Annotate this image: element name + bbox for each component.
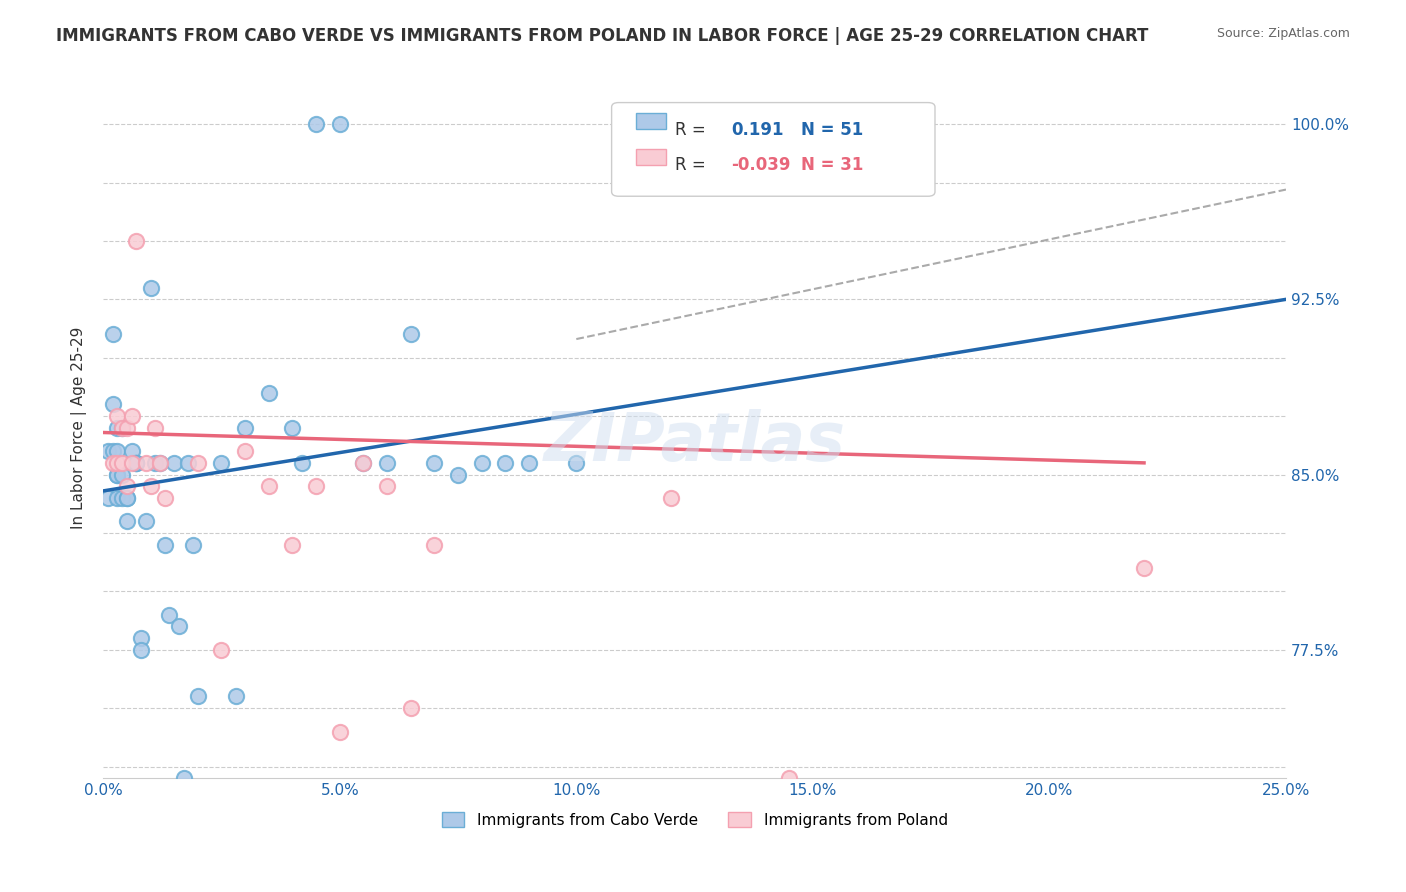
Point <box>257 385 280 400</box>
Point <box>233 421 256 435</box>
Point <box>143 456 166 470</box>
Point <box>125 456 148 470</box>
Point <box>135 456 157 470</box>
Point <box>111 421 134 435</box>
Point <box>125 456 148 470</box>
Point <box>101 444 124 458</box>
Point <box>329 724 352 739</box>
Point <box>149 456 172 470</box>
Point <box>257 479 280 493</box>
Point <box>565 456 588 470</box>
Point <box>754 117 776 131</box>
Point <box>731 117 754 131</box>
Point <box>97 444 120 458</box>
Point <box>111 456 134 470</box>
Point <box>305 117 328 131</box>
Text: R =: R = <box>675 156 706 174</box>
Point <box>167 619 190 633</box>
Point <box>97 491 120 505</box>
Point <box>111 491 134 505</box>
Text: IMMIGRANTS FROM CABO VERDE VS IMMIGRANTS FROM POLAND IN LABOR FORCE | AGE 25-29 : IMMIGRANTS FROM CABO VERDE VS IMMIGRANTS… <box>56 27 1149 45</box>
Point <box>399 327 422 342</box>
Point <box>101 327 124 342</box>
Point <box>101 456 124 470</box>
Point <box>115 491 138 505</box>
Point <box>517 456 540 470</box>
Point <box>121 456 143 470</box>
Point <box>177 456 200 470</box>
Point <box>233 444 256 458</box>
Text: Source: ZipAtlas.com: Source: ZipAtlas.com <box>1216 27 1350 40</box>
Text: N = 31: N = 31 <box>801 156 863 174</box>
Legend: Immigrants from Cabo Verde, Immigrants from Poland: Immigrants from Cabo Verde, Immigrants f… <box>436 805 953 834</box>
Point <box>375 479 398 493</box>
Point <box>225 690 247 704</box>
Point <box>211 642 233 657</box>
Point <box>173 771 195 785</box>
Point <box>153 538 176 552</box>
Point <box>107 456 129 470</box>
Point <box>115 421 138 435</box>
Point <box>139 479 162 493</box>
Point <box>115 491 138 505</box>
Point <box>471 456 494 470</box>
Point <box>305 479 328 493</box>
Point <box>494 456 516 470</box>
Text: 0.191: 0.191 <box>731 121 783 139</box>
Point <box>143 421 166 435</box>
Point <box>115 479 138 493</box>
Point <box>1133 561 1156 575</box>
Point <box>101 397 124 411</box>
Point <box>107 491 129 505</box>
Point <box>121 444 143 458</box>
Point <box>187 456 209 470</box>
Point <box>149 456 172 470</box>
Point <box>107 467 129 482</box>
Text: -0.039: -0.039 <box>731 156 790 174</box>
Point <box>423 456 446 470</box>
Point <box>211 456 233 470</box>
Point <box>447 467 470 482</box>
Point <box>187 690 209 704</box>
Point <box>281 538 304 552</box>
Point <box>107 444 129 458</box>
Point <box>423 538 446 552</box>
Point <box>163 456 186 470</box>
Point <box>111 467 134 482</box>
Point <box>329 117 352 131</box>
Point <box>129 631 152 645</box>
Y-axis label: In Labor Force | Age 25-29: In Labor Force | Age 25-29 <box>72 326 87 529</box>
Text: R =: R = <box>675 121 706 139</box>
Point <box>375 456 398 470</box>
Point <box>352 456 374 470</box>
Point <box>115 514 138 528</box>
Point <box>135 514 157 528</box>
Point <box>129 642 152 657</box>
Point <box>181 538 204 552</box>
Point <box>659 491 682 505</box>
Point <box>107 421 129 435</box>
Point <box>159 607 181 622</box>
Point <box>153 491 176 505</box>
Point <box>399 701 422 715</box>
Point <box>107 467 129 482</box>
Point <box>125 456 148 470</box>
Point <box>281 421 304 435</box>
Point <box>139 281 162 295</box>
Point <box>121 409 143 424</box>
Point <box>291 456 314 470</box>
Text: N = 51: N = 51 <box>801 121 863 139</box>
Point <box>778 771 800 785</box>
Point <box>125 234 148 248</box>
Point <box>352 456 374 470</box>
Point <box>107 409 129 424</box>
Point <box>111 421 134 435</box>
Text: ZIPatlas: ZIPatlas <box>544 409 845 475</box>
